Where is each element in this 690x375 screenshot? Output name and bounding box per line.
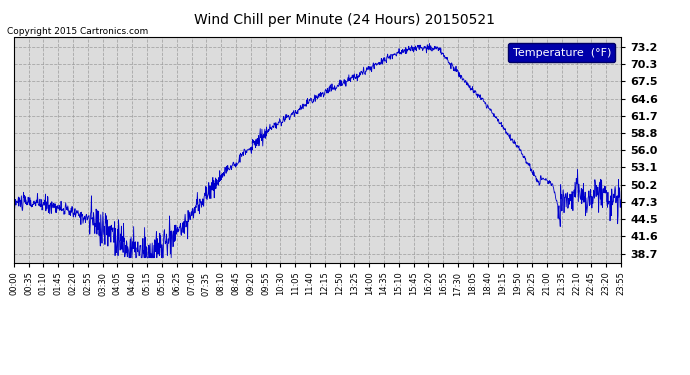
Text: Copyright 2015 Cartronics.com: Copyright 2015 Cartronics.com bbox=[7, 27, 148, 36]
Text: Wind Chill per Minute (24 Hours) 20150521: Wind Chill per Minute (24 Hours) 2015052… bbox=[195, 13, 495, 27]
Legend: Temperature  (°F): Temperature (°F) bbox=[508, 43, 615, 62]
